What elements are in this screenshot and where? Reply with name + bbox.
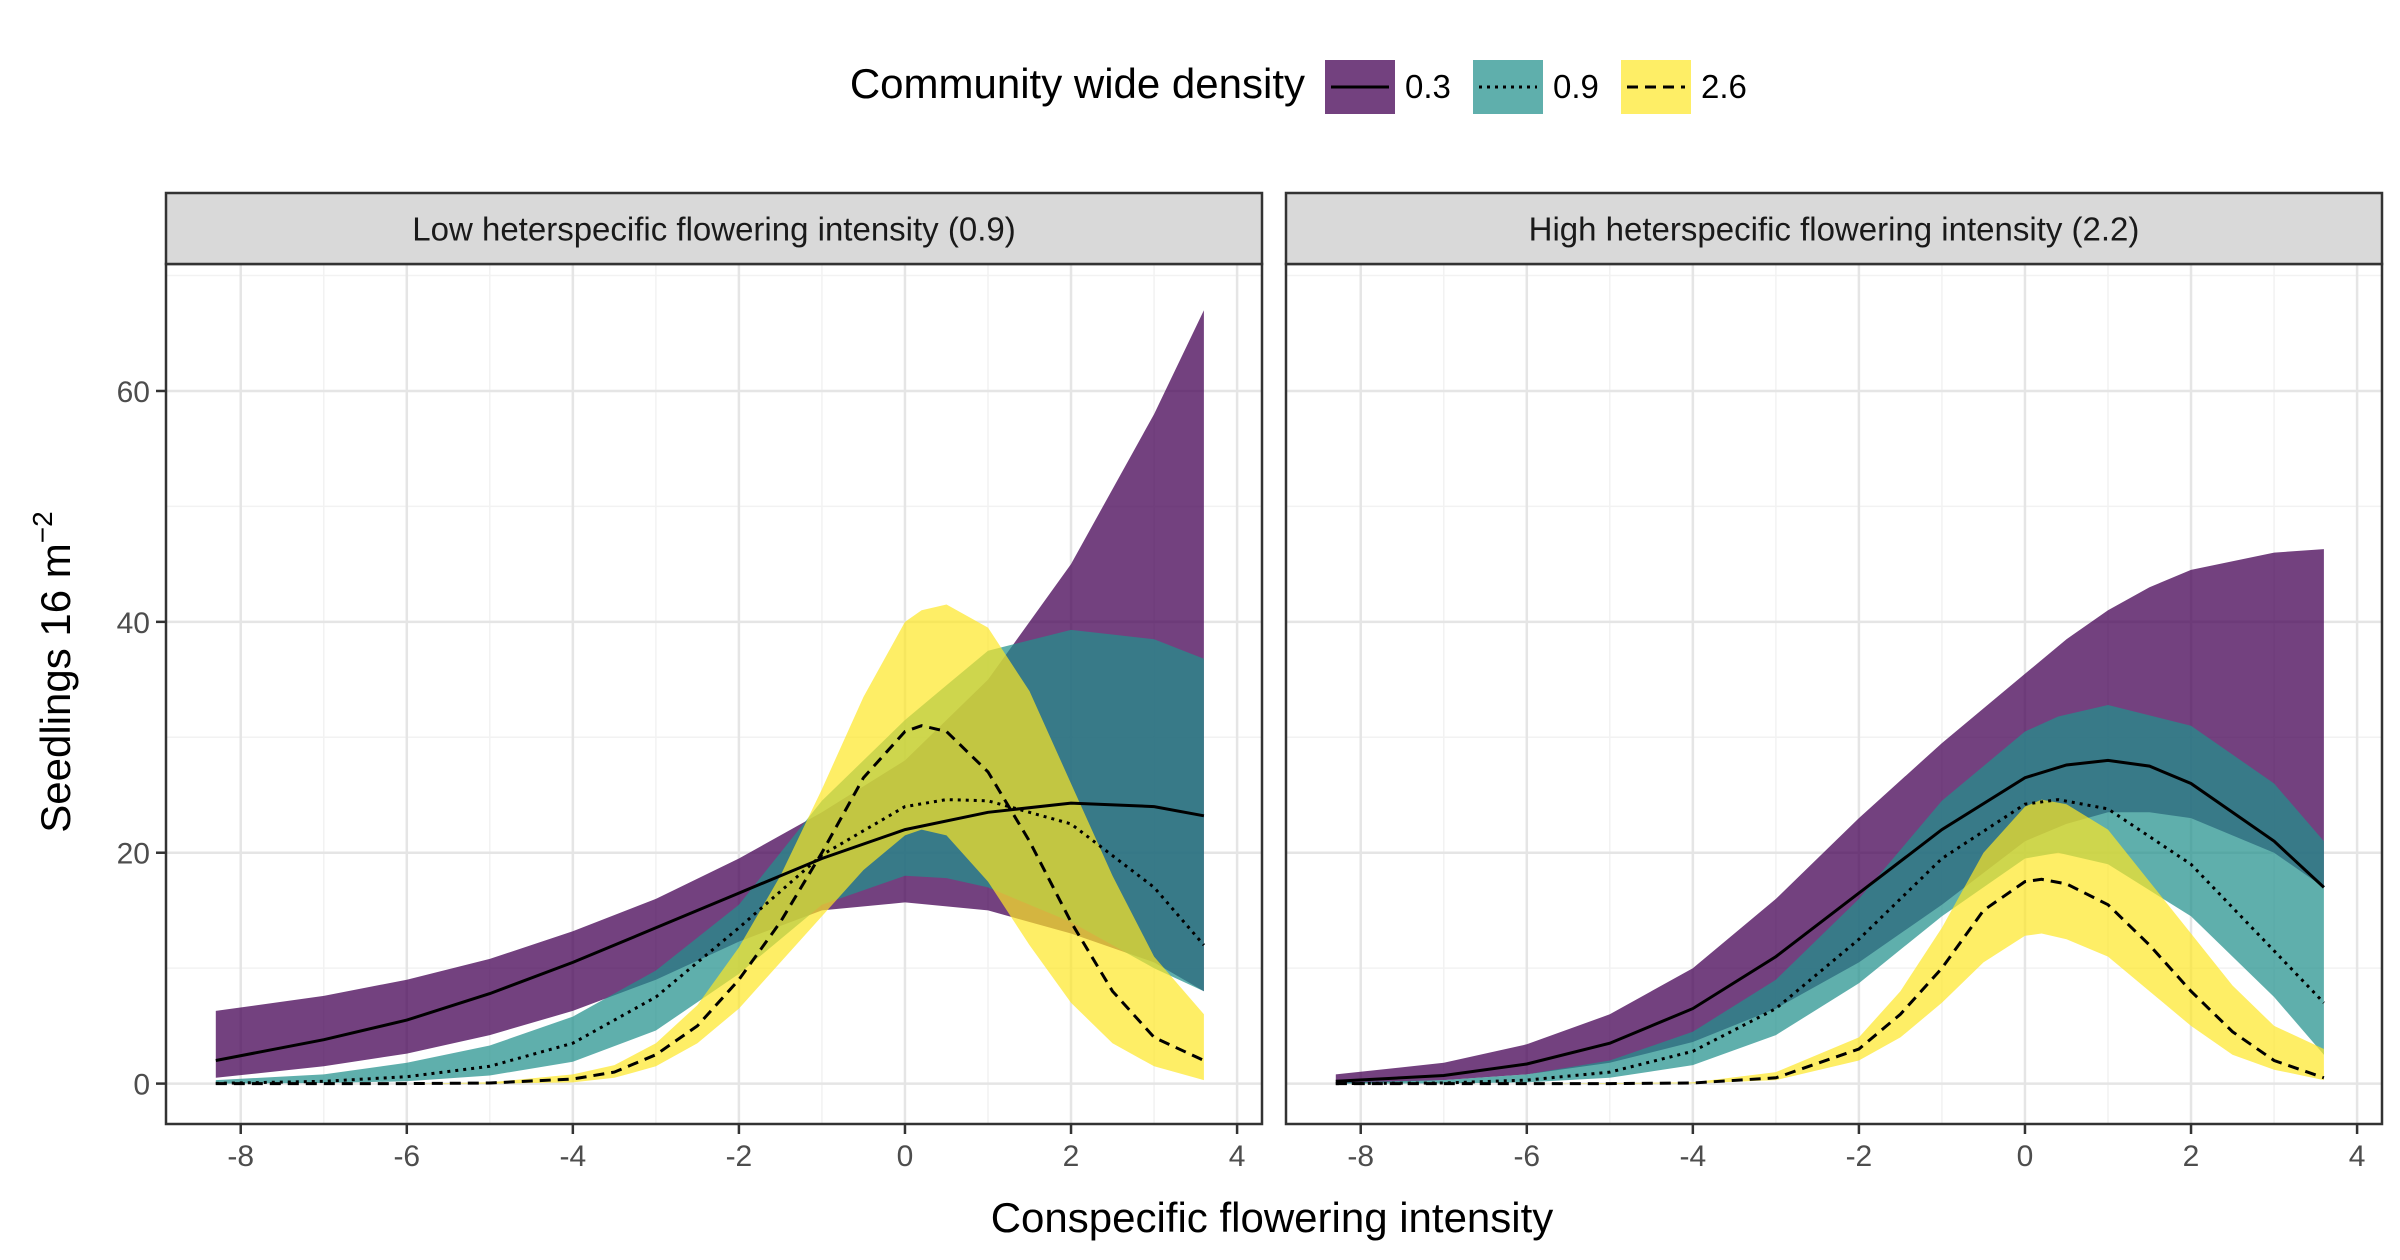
x-tick-label: -4 — [1680, 1140, 1707, 1173]
line-2.6 — [1335, 877, 2325, 1086]
legend-key-1 — [1473, 60, 1543, 114]
x-tick-label: -6 — [393, 1140, 420, 1173]
x-tick-label: 4 — [2349, 1140, 2366, 1173]
panel-1: High heterspecific flowering intensity (… — [1284, 191, 2384, 1173]
x-tick-label: 2 — [1063, 1140, 1080, 1173]
ribbon-0.3 — [1335, 549, 2324, 1084]
ribbon-2.6 — [215, 604, 1204, 1084]
x-tick-label: 2 — [2183, 1140, 2200, 1173]
y-axis-title: Seedlings 16 m−2 — [27, 511, 79, 832]
x-tick-label: 4 — [1229, 1140, 1246, 1173]
x-tick-label: 0 — [897, 1140, 914, 1173]
x-tick-label: -2 — [1846, 1140, 1873, 1173]
y-axis-title-main: Seedlings 16 m — [32, 543, 79, 833]
ribbon-2.6 — [1335, 799, 2324, 1084]
x-tick-label: -4 — [560, 1140, 587, 1173]
line-0.3 — [1335, 758, 2325, 1083]
x-tick-label: -6 — [1513, 1140, 1540, 1173]
line-2.6 — [215, 724, 1205, 1086]
legend-keys: 0.3 0.9 2.6 — [1325, 60, 1747, 114]
legend-title: Community wide density — [850, 60, 1305, 107]
legend-label-0: 0.3 — [1405, 68, 1451, 105]
y-tick-label: 0 — [133, 1069, 150, 1102]
x-tick-label: -2 — [726, 1140, 753, 1173]
strip-title: High heterspecific flowering intensity (… — [1529, 211, 2140, 248]
ribbon-0.9 — [1335, 705, 2324, 1084]
legend-label-2: 2.6 — [1701, 68, 1747, 105]
legend: Community wide density 0.3 0.9 2.6 — [850, 60, 1747, 114]
y-tick-label: 40 — [117, 607, 150, 640]
x-axis-title: Conspecific flowering intensity — [991, 1194, 1554, 1241]
panel-0: Low heterspecific flowering intensity (0… — [117, 191, 1264, 1173]
y-tick-label: 60 — [117, 376, 150, 409]
ribbon-0.3 — [215, 310, 1204, 1078]
line-0.3 — [215, 801, 1205, 1062]
panels: Low heterspecific flowering intensity (0… — [117, 191, 2384, 1173]
x-tick-label: -8 — [1347, 1140, 1374, 1173]
y-tick-label: 20 — [117, 838, 150, 871]
x-tick-label: 0 — [2017, 1140, 2034, 1173]
y-axis-title-superscript: −2 — [27, 511, 58, 543]
strip-title: Low heterspecific flowering intensity (0… — [412, 211, 1015, 248]
legend-label-1: 0.9 — [1553, 68, 1599, 105]
strip-background — [1284, 191, 2384, 266]
x-tick-label: -8 — [227, 1140, 254, 1173]
strip-background — [164, 191, 1264, 266]
